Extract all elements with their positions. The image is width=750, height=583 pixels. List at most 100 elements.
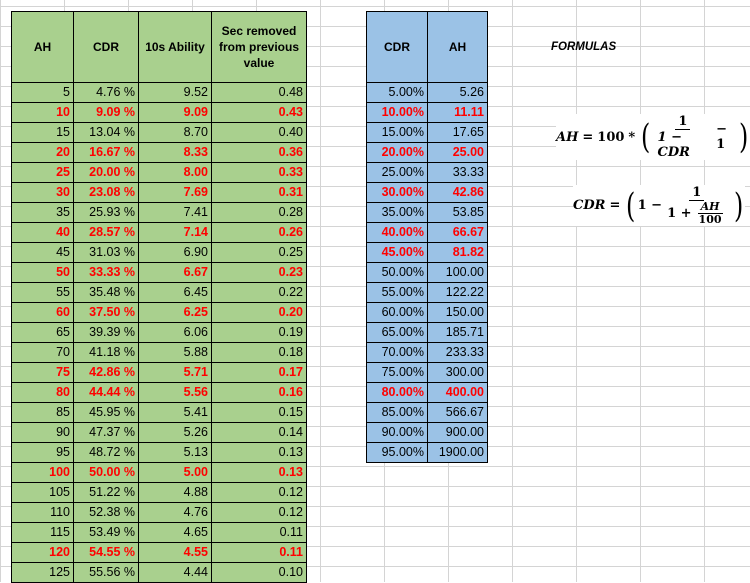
cell-sec-removed[interactable]: 0.33	[211, 162, 307, 183]
cell-ability[interactable]: 8.70	[138, 122, 212, 143]
cell-cdr[interactable]: 23.08 %	[73, 182, 139, 203]
cell-sec-removed[interactable]: 0.12	[211, 482, 307, 503]
cell-cdr[interactable]: 9.09 %	[73, 102, 139, 123]
cell-cdr[interactable]: 55.00%	[366, 282, 428, 303]
cell-ability[interactable]: 6.06	[138, 322, 212, 343]
cell-ah[interactable]: 110	[11, 502, 74, 523]
cell-sec-removed[interactable]: 0.11	[211, 522, 307, 543]
cell-ability[interactable]: 5.88	[138, 342, 212, 363]
cell-cdr[interactable]: 25.00%	[366, 162, 428, 183]
cell-sec-removed[interactable]: 0.22	[211, 282, 307, 303]
cell-ah[interactable]: 120	[11, 542, 74, 563]
cell-cdr[interactable]: 10.00%	[366, 102, 428, 123]
cell-ah[interactable]: 42.86	[427, 182, 488, 203]
cell-ah[interactable]: 25	[11, 162, 74, 183]
cell-sec-removed[interactable]: 0.13	[211, 442, 307, 463]
cell-cdr[interactable]: 15.00%	[366, 122, 428, 143]
header-ah[interactable]: AH	[11, 11, 74, 83]
cell-cdr[interactable]: 85.00%	[366, 402, 428, 423]
cell-ah[interactable]: 122.22	[427, 282, 488, 303]
cell-cdr[interactable]: 52.38 %	[73, 502, 139, 523]
cell-cdr[interactable]: 45.95 %	[73, 402, 139, 423]
cell-ability[interactable]: 5.71	[138, 362, 212, 383]
cell-ah[interactable]: 50	[11, 262, 74, 283]
cell-sec-removed[interactable]: 0.48	[211, 82, 307, 103]
cell-cdr[interactable]: 75.00%	[366, 362, 428, 383]
cell-cdr[interactable]: 5.00%	[366, 82, 428, 103]
cell-sec-removed[interactable]: 0.36	[211, 142, 307, 163]
cell-ability[interactable]: 5.41	[138, 402, 212, 423]
cell-sec-removed[interactable]: 0.18	[211, 342, 307, 363]
cell-cdr[interactable]: 50.00 %	[73, 462, 139, 483]
cell-ah[interactable]: 25.00	[427, 142, 488, 163]
cell-ability[interactable]: 7.41	[138, 202, 212, 223]
cell-cdr[interactable]: 50.00%	[366, 262, 428, 283]
cell-sec-removed[interactable]: 0.17	[211, 362, 307, 383]
cell-sec-removed[interactable]: 0.28	[211, 202, 307, 223]
cell-ah[interactable]: 10	[11, 102, 74, 123]
header-sec-removed[interactable]: Sec removed from previous value	[211, 11, 307, 83]
cell-sec-removed[interactable]: 0.16	[211, 382, 307, 403]
cell-sec-removed[interactable]: 0.12	[211, 502, 307, 523]
cell-cdr[interactable]: 60.00%	[366, 302, 428, 323]
cell-ability[interactable]: 5.13	[138, 442, 212, 463]
cell-sec-removed[interactable]: 0.20	[211, 302, 307, 323]
cell-ah[interactable]: 81.82	[427, 242, 488, 263]
cell-ah[interactable]: 80	[11, 382, 74, 403]
cell-ability[interactable]: 4.44	[138, 562, 212, 583]
cell-cdr[interactable]: 16.67 %	[73, 142, 139, 163]
cell-sec-removed[interactable]: 0.11	[211, 542, 307, 563]
cell-cdr[interactable]: 44.44 %	[73, 382, 139, 403]
cell-ability[interactable]: 6.90	[138, 242, 212, 263]
cell-cdr[interactable]: 35.00%	[366, 202, 428, 223]
cell-ability[interactable]: 6.25	[138, 302, 212, 323]
cell-ah[interactable]: 100.00	[427, 262, 488, 283]
header-10s-ability[interactable]: 10s Ability	[138, 11, 212, 83]
cell-cdr[interactable]: 41.18 %	[73, 342, 139, 363]
cell-ah[interactable]: 115	[11, 522, 74, 543]
header-ah[interactable]: AH	[427, 11, 488, 83]
cell-ah[interactable]: 65	[11, 322, 74, 343]
cell-cdr[interactable]: 42.86 %	[73, 362, 139, 383]
cell-ah[interactable]: 20	[11, 142, 74, 163]
cell-ah[interactable]: 75	[11, 362, 74, 383]
cell-cdr[interactable]: 80.00%	[366, 382, 428, 403]
cell-sec-removed[interactable]: 0.40	[211, 122, 307, 143]
cell-cdr[interactable]: 20.00 %	[73, 162, 139, 183]
cell-cdr[interactable]: 35.48 %	[73, 282, 139, 303]
cell-cdr[interactable]: 54.55 %	[73, 542, 139, 563]
ah-formula[interactable]: AH = 100 * ( 1 1 − CDR − 1 )	[556, 114, 750, 160]
cell-ah[interactable]: 40	[11, 222, 74, 243]
cell-ability[interactable]: 6.45	[138, 282, 212, 303]
cell-ah[interactable]: 400.00	[427, 382, 488, 403]
cell-cdr[interactable]: 47.37 %	[73, 422, 139, 443]
cell-cdr[interactable]: 45.00%	[366, 242, 428, 263]
cell-ah[interactable]: 5	[11, 82, 74, 103]
cell-ability[interactable]: 5.56	[138, 382, 212, 403]
cell-ability[interactable]: 4.88	[138, 482, 212, 503]
cell-ah[interactable]: 90	[11, 422, 74, 443]
cell-ah[interactable]: 95	[11, 442, 74, 463]
header-cdr[interactable]: CDR	[73, 11, 139, 83]
cell-sec-removed[interactable]: 0.10	[211, 562, 307, 583]
cell-cdr[interactable]: 55.56 %	[73, 562, 139, 583]
cell-sec-removed[interactable]: 0.25	[211, 242, 307, 263]
cell-ah[interactable]: 11.11	[427, 102, 488, 123]
cdr-formula[interactable]: CDR = ( 1 − 1 1 + AH 100 )	[573, 185, 745, 226]
cell-ah[interactable]: 15	[11, 122, 74, 143]
cell-cdr[interactable]: 48.72 %	[73, 442, 139, 463]
cell-ability[interactable]: 7.69	[138, 182, 212, 203]
cell-ability[interactable]: 9.52	[138, 82, 212, 103]
cell-cdr[interactable]: 90.00%	[366, 422, 428, 443]
cell-ability[interactable]: 4.76	[138, 502, 212, 523]
cell-ability[interactable]: 4.55	[138, 542, 212, 563]
cell-ability[interactable]: 6.67	[138, 262, 212, 283]
cell-ah[interactable]: 566.67	[427, 402, 488, 423]
cell-ability[interactable]: 5.00	[138, 462, 212, 483]
cell-cdr[interactable]: 70.00%	[366, 342, 428, 363]
cell-sec-removed[interactable]: 0.13	[211, 462, 307, 483]
cell-ability[interactable]: 7.14	[138, 222, 212, 243]
cell-cdr[interactable]: 28.57 %	[73, 222, 139, 243]
cell-cdr[interactable]: 13.04 %	[73, 122, 139, 143]
cell-ability[interactable]: 9.09	[138, 102, 212, 123]
